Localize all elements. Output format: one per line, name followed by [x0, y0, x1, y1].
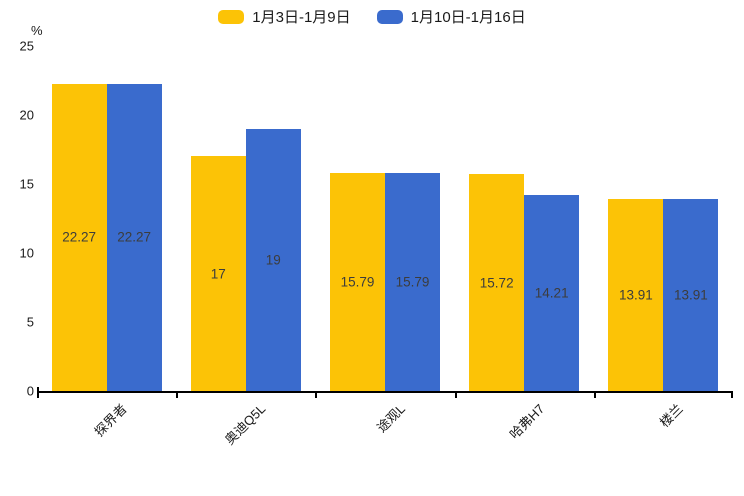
legend-swatch-blue: [376, 9, 403, 24]
bar-value-label: 13.91: [618, 287, 653, 303]
bar-value-label: 22.27: [117, 229, 151, 245]
y-axis-tick-label: 15: [19, 176, 34, 192]
bar-group3-series2: [385, 173, 440, 391]
bar-group5-series2: [663, 199, 719, 391]
bar-value-label: 17: [210, 266, 226, 282]
x-axis-tick: [731, 393, 733, 398]
bar-group4-series2: [524, 194, 580, 391]
y-axis-tick-label: 20: [19, 107, 34, 123]
x-axis-tick: [315, 393, 318, 398]
x-axis-category-label: 哈弗H7: [506, 401, 547, 442]
x-axis-left-stub: [37, 387, 39, 391]
bar-group3-series1: [330, 173, 385, 391]
x-axis-tick: [454, 393, 457, 398]
bar-value-label: 15.79: [340, 274, 375, 290]
y-axis-tick-label: 10: [19, 245, 34, 261]
x-axis-tick: [37, 393, 39, 398]
y-axis-tick-label: 25: [19, 38, 34, 54]
x-axis-category-label: 奥迪Q5L: [222, 401, 269, 448]
x-axis-line: [37, 391, 733, 393]
bar-value-label: 13.91: [673, 287, 708, 303]
y-axis-tick-label: 5: [26, 314, 34, 330]
bar-group4-series1: [469, 174, 525, 391]
x-axis-category-label: 楼兰: [657, 401, 687, 431]
bar-group2-series2: [245, 128, 301, 391]
bar-value-label: 19: [265, 252, 281, 268]
x-axis-tick: [593, 393, 596, 398]
bar-group1-series2: [106, 83, 162, 391]
x-axis-tick: [176, 393, 179, 398]
bar-group5-series1: [608, 199, 664, 391]
bar-group1-series1: [51, 83, 107, 391]
legend: 1月3日-1月9日 1月10日-1月16日: [0, 6, 744, 27]
bar-value-label: 15.79: [395, 274, 430, 290]
bar-group2-series1: [190, 156, 246, 391]
bar-value-label: 22.27: [62, 229, 96, 245]
legend-swatch-yellow: [218, 9, 245, 24]
legend-item-week1[interactable]: 1月3日-1月9日: [218, 6, 351, 27]
legend-item-week2[interactable]: 1月10日-1月16日: [376, 6, 526, 27]
legend-label-week1: 1月3日-1月9日: [252, 9, 351, 26]
bar-value-label: 15.72: [479, 275, 514, 291]
legend-label-week2: 1月10日-1月16日: [410, 9, 526, 26]
bar-value-label: 14.21: [534, 285, 569, 301]
x-axis-category-label: 探界者: [91, 401, 130, 440]
y-axis-tick-label: 0: [26, 383, 34, 399]
y-axis-unit-label: %: [31, 23, 43, 38]
x-axis-category-label: 途观L: [373, 401, 408, 436]
